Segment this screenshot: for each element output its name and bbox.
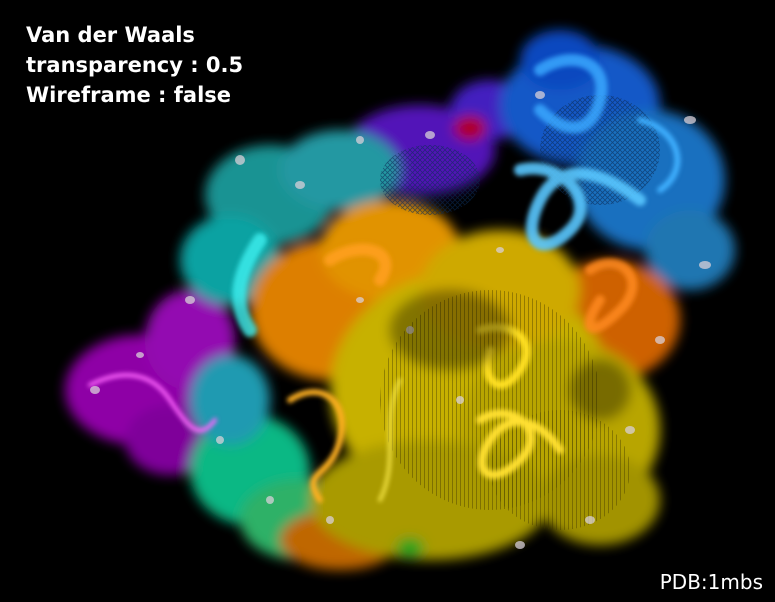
representation-label: Van der Waals [26, 23, 195, 47]
transparency-label: transparency : 0.5 [26, 53, 244, 77]
wireframe-label: Wireframe : false [26, 83, 232, 107]
render-settings-overlay: Van der Waals transparency : 0.5 Wirefra… [26, 20, 243, 110]
pdb-id-label: PDB:1mbs [659, 570, 763, 594]
depth-shading [390, 290, 630, 420]
